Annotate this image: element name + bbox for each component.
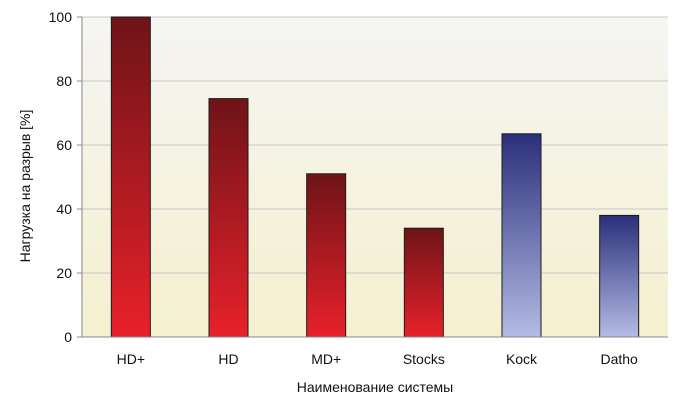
bars [110,16,640,338]
y-tick-label: 80 [56,73,72,89]
x-tick-label: HD+ [117,351,145,367]
bar-hd-plus [110,16,151,338]
y-tick-label: 0 [64,329,72,345]
y-tick-labels: 0 20 40 60 80 100 [49,9,73,345]
gridlines [77,16,668,338]
x-tick-label: HD [218,351,238,367]
bar-datho [599,214,640,338]
bar-stocks [403,227,444,338]
x-tick-label: MD+ [311,351,341,367]
y-axis-title: Нагрузка на разрыв [%] [17,110,33,263]
x-tick-label: Datho [600,351,638,367]
bar-md-plus [306,173,347,338]
y-tick-label: 100 [49,9,73,25]
x-tick-label: Stocks [403,351,445,367]
y-tick-label: 60 [56,137,72,153]
plot-area [82,17,668,337]
x-tick-label: Kock [506,351,538,367]
y-tick-label: 20 [56,265,72,281]
x-axis-title: Наименование системы [297,379,454,395]
bar-hd [208,98,249,338]
y-tick-label: 40 [56,201,72,217]
axes [77,17,668,338]
bar-kock [501,133,542,338]
x-tick-labels: HD+ HD MD+ Stocks Kock Datho [117,351,638,367]
